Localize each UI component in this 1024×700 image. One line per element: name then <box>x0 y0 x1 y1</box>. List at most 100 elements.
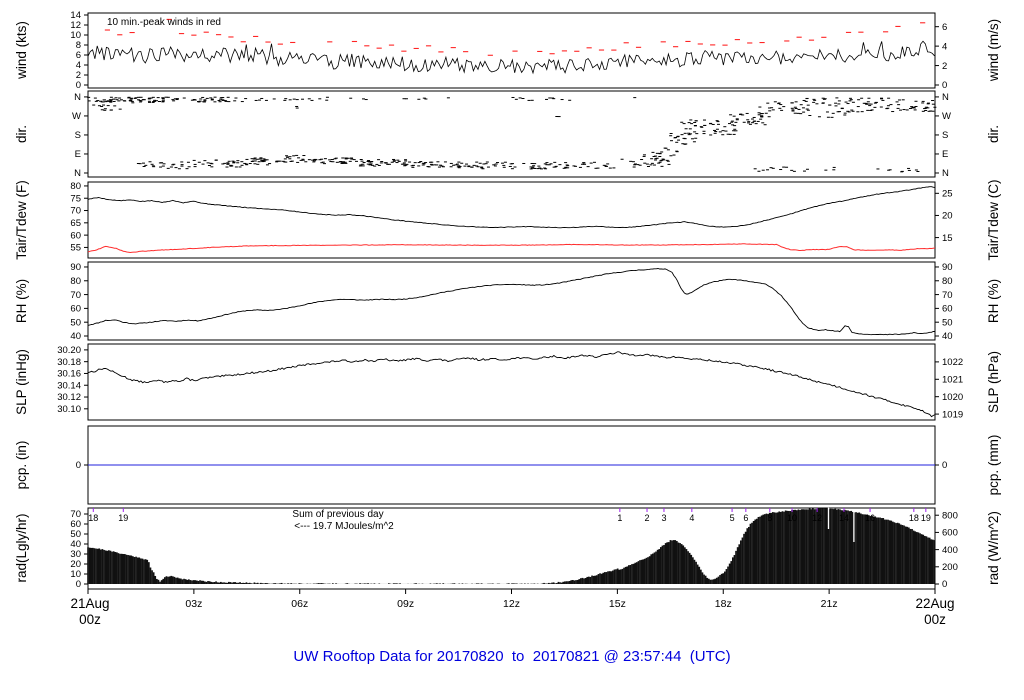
mj-marker-label: 4 <box>689 513 694 523</box>
svg-text:90: 90 <box>942 262 953 273</box>
rad-mjoules-markers: 18 19 1 2 3 4 5 6 8 10 12 14 16 18 19 <box>88 508 931 523</box>
panel-borders <box>87 12 936 590</box>
panel-dir-plot: N NE ES SW WN N <box>72 92 951 179</box>
wind-peak-dashes <box>104 18 926 56</box>
pcp-right-axis-label: pcp. (mm) <box>986 435 1001 496</box>
svg-text:200: 200 <box>942 562 958 573</box>
x-tick-label: 15z <box>609 598 626 610</box>
svg-text:10: 10 <box>70 30 81 41</box>
svg-text:20: 20 <box>70 559 81 570</box>
svg-text:65: 65 <box>70 218 81 229</box>
svg-text:2: 2 <box>942 61 947 72</box>
svg-text:30: 30 <box>70 549 81 560</box>
mj-marker-label: 19 <box>921 513 931 523</box>
svg-text:8: 8 <box>76 40 81 51</box>
svg-text:30.16: 30.16 <box>57 369 81 380</box>
svg-text:60: 60 <box>942 304 953 315</box>
svg-text:55: 55 <box>70 243 81 254</box>
svg-text:30.14: 30.14 <box>57 380 81 391</box>
x-tick-label: 12z <box>503 598 520 610</box>
wind-right-axis-label: wind (m/s) <box>986 19 1001 82</box>
rh-right-axis-label: RH (%) <box>986 279 1001 323</box>
svg-text:30.12: 30.12 <box>57 392 81 403</box>
mj-marker-label: 8 <box>767 513 772 523</box>
svg-text:14: 14 <box>70 10 81 21</box>
svg-text:0: 0 <box>76 579 81 590</box>
svg-text:S: S <box>942 130 948 141</box>
dir-left-axis-label: dir. <box>14 125 29 143</box>
rad-right-axis-label: rad (W/m^2) <box>986 511 1001 585</box>
svg-text:4: 4 <box>76 60 81 71</box>
svg-text:1020: 1020 <box>942 392 963 403</box>
rad-sum-note-line1: Sum of previous day <box>292 509 383 520</box>
mj-marker-label: 2 <box>645 513 650 523</box>
svg-text:40: 40 <box>942 331 953 342</box>
svg-text:70: 70 <box>70 290 81 301</box>
tair-left-axis-label: Tair/Tdew (F) <box>14 180 29 260</box>
rad-sum-note-line2: <--- 19.7 MJoules/m^2 <box>294 521 394 532</box>
svg-text:1022: 1022 <box>942 357 963 368</box>
svg-text:70: 70 <box>70 206 81 217</box>
rh-left-axis-label: RH (%) <box>14 279 29 323</box>
figure-title: UW Rooftop Data for 20170820 to 20170821… <box>293 648 731 665</box>
svg-text:W: W <box>942 111 951 122</box>
svg-text:80: 80 <box>942 276 953 287</box>
x-axis-end-hour: 00z <box>924 612 946 627</box>
svg-text:25: 25 <box>942 189 953 200</box>
svg-text:6: 6 <box>76 50 81 61</box>
svg-text:30.10: 30.10 <box>57 404 81 415</box>
svg-text:0: 0 <box>942 579 947 590</box>
svg-text:60: 60 <box>70 230 81 241</box>
svg-text:0: 0 <box>76 460 81 471</box>
tair-right-axis-label: Tair/Tdew (C) <box>986 179 1001 260</box>
svg-text:N: N <box>74 92 81 103</box>
mj-marker-label: 6 <box>743 513 748 523</box>
svg-text:E: E <box>942 149 948 160</box>
x-axis-start-hour: 00z <box>79 612 101 627</box>
svg-text:600: 600 <box>942 528 958 539</box>
slp-right-axis-label: SLP (hPa) <box>986 351 1001 413</box>
svg-text:30.20: 30.20 <box>57 345 81 356</box>
svg-text:1021: 1021 <box>942 374 963 385</box>
svg-text:20: 20 <box>942 211 953 222</box>
mj-marker-label: 14 <box>839 513 849 523</box>
svg-text:10: 10 <box>70 569 81 580</box>
mj-marker-label: 18 <box>88 513 98 523</box>
svg-text:70: 70 <box>70 509 81 520</box>
svg-text:4: 4 <box>942 41 947 52</box>
svg-text:E: E <box>75 149 81 160</box>
pcp-left-axis-label: pcp. (in) <box>14 441 29 490</box>
x-axis-start-date: 21Aug <box>70 596 109 611</box>
svg-text:70: 70 <box>942 290 953 301</box>
svg-text:0: 0 <box>76 80 81 91</box>
mj-marker-label: 3 <box>661 513 666 523</box>
mj-marker-label: 5 <box>730 513 735 523</box>
svg-text:75: 75 <box>70 193 81 204</box>
x-tick-label: 03z <box>185 598 202 610</box>
svg-text:N: N <box>942 168 949 179</box>
peak-winds-note: 10 min.-peak winds in red <box>107 17 221 28</box>
svg-text:N: N <box>74 168 81 179</box>
mj-marker-label: 1 <box>617 513 622 523</box>
svg-text:40: 40 <box>70 539 81 550</box>
x-axis-end-date: 22Aug <box>915 596 954 611</box>
svg-text:N: N <box>942 92 949 103</box>
wind-left-axis-label: wind (kts) <box>14 21 29 80</box>
mj-marker-label: 10 <box>787 513 797 523</box>
svg-text:15: 15 <box>942 233 953 244</box>
dir-right-axis-label: dir. <box>986 125 1001 143</box>
svg-text:60: 60 <box>70 304 81 315</box>
svg-text:60: 60 <box>70 519 81 530</box>
x-tick-label: 06z <box>291 598 308 610</box>
svg-text:90: 90 <box>70 262 81 273</box>
svg-text:S: S <box>75 130 81 141</box>
svg-text:1019: 1019 <box>942 409 963 420</box>
svg-text:400: 400 <box>942 545 958 556</box>
svg-text:0: 0 <box>942 460 947 471</box>
svg-text:50: 50 <box>70 317 81 328</box>
panel-rh-plot: 40 40 50 50 60 60 70 70 80 80 90 90 <box>70 262 952 342</box>
